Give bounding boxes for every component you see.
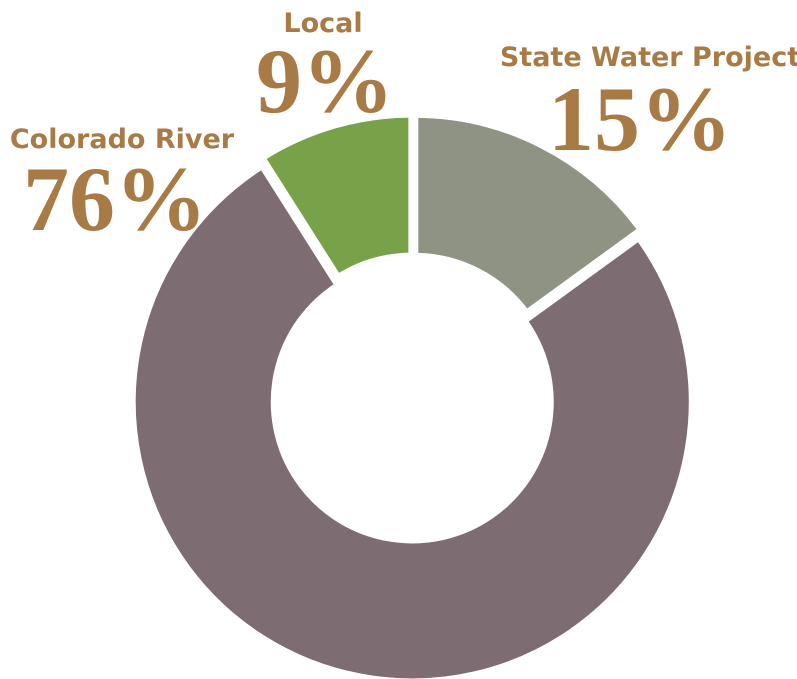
slice-name: State Water Project — [500, 42, 797, 73]
slice-percent: 76% — [23, 148, 207, 250]
slice-percent: 9% — [256, 30, 394, 132]
donut-slice — [128, 160, 696, 679]
slice-name: Colorado River — [10, 124, 235, 155]
donut-slice — [257, 110, 416, 283]
slice-percent: 15% — [548, 68, 732, 170]
slice-name: Local — [283, 8, 362, 39]
donut-slice — [411, 110, 647, 319]
